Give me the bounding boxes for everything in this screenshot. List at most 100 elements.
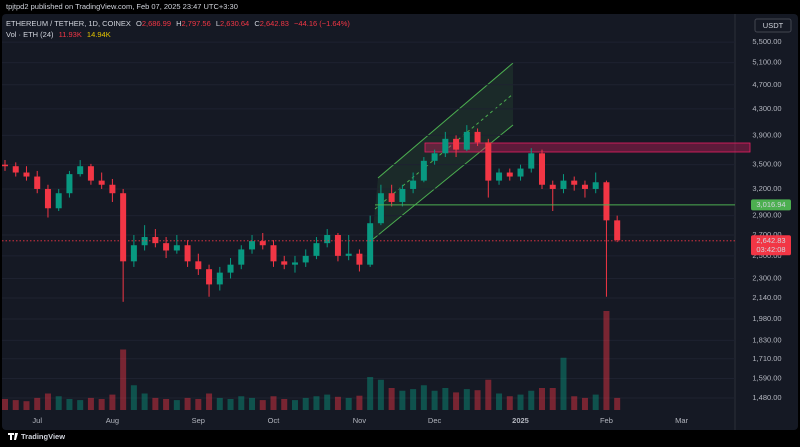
candle-body — [560, 180, 567, 189]
currency-box[interactable] — [754, 18, 792, 33]
volume-bar — [324, 394, 331, 410]
candle-body — [238, 249, 245, 265]
volume-bar — [614, 397, 621, 410]
volume-bar — [603, 311, 610, 410]
candle-body — [152, 237, 159, 244]
y-tick-label: 5,500.00 — [752, 37, 781, 46]
candle-body — [44, 188, 51, 209]
candle-body — [12, 166, 19, 173]
legend-l-label: L — [216, 19, 220, 28]
volume-bar — [453, 392, 460, 410]
volume-bar — [152, 397, 159, 410]
y-tick-label: 1,590.00 — [752, 373, 781, 382]
x-tick-label: Mar — [675, 416, 688, 425]
volume-ma: 14.94K — [87, 30, 111, 39]
volume-bar — [528, 390, 535, 410]
volume-bar — [120, 349, 127, 410]
volume-bar — [539, 388, 545, 410]
volume-bar — [77, 400, 84, 410]
candle-body — [420, 160, 427, 181]
volume-bar — [334, 396, 341, 410]
candle-body — [55, 193, 62, 209]
candle-body — [345, 253, 352, 256]
legend-change: −44.16 (−1.64%) — [294, 19, 350, 28]
y-tick-label: 3,500.00 — [752, 160, 781, 169]
volume-bar — [259, 400, 266, 410]
last-price-label: 2,642.83 — [756, 236, 785, 245]
volume-bar — [44, 393, 51, 410]
legend-h-value: 2,797.56 — [182, 19, 211, 28]
volume-bar — [2, 399, 8, 410]
candle-body — [98, 180, 105, 185]
volume-bar — [109, 394, 116, 410]
x-tick-label: Aug — [106, 416, 119, 425]
legend-h-label: H — [176, 19, 181, 28]
volume-bar — [399, 390, 406, 410]
volume-bar — [281, 399, 288, 410]
volume-bar — [302, 397, 309, 410]
volume-bar — [474, 390, 481, 410]
legend-c-value: 2,642.83 — [260, 19, 289, 28]
candle-body — [195, 261, 202, 270]
volume-bar — [549, 388, 556, 410]
volume-bar — [130, 385, 137, 410]
candle-body — [377, 193, 384, 224]
currency[interactable]: USDT — [763, 21, 784, 30]
candle-body — [453, 138, 460, 150]
volume-bar — [184, 397, 191, 410]
candle-body — [109, 184, 116, 194]
candle-body — [249, 241, 256, 250]
y-tick-label: 2,140.00 — [752, 293, 781, 302]
horizontal-line-box — [751, 199, 791, 211]
volume-bar — [163, 399, 170, 410]
volume-bar — [485, 379, 492, 410]
candle-body — [496, 172, 503, 181]
y-tick-label: 2,500.00 — [752, 251, 781, 260]
x-tick-label: Jul — [32, 416, 42, 425]
volume-bar — [34, 397, 41, 410]
legend: ETHEREUM / TETHER, 1D, COINEX O2,686.99 … — [6, 19, 350, 28]
volume-bar — [388, 388, 395, 410]
candle-body — [528, 153, 535, 169]
volume-bar — [238, 396, 245, 410]
volume-bar — [592, 394, 599, 410]
legend-l-value: 2,630.64 — [220, 19, 249, 28]
y-tick-label: 1,830.00 — [752, 335, 781, 344]
channel-upper — [377, 62, 514, 179]
candle-body — [173, 245, 180, 251]
volume-bar — [581, 397, 588, 410]
y-tick-label: 3,200.00 — [752, 184, 781, 193]
candle-body — [603, 182, 610, 221]
candle-body — [571, 180, 578, 185]
candle-body — [539, 153, 545, 185]
horizontal-line-label: 3,016.94 — [756, 200, 785, 209]
volume-bar — [345, 397, 352, 410]
volume-bar — [291, 400, 298, 410]
candle-body — [141, 237, 148, 246]
volume-bar — [66, 399, 73, 410]
volume-bar — [195, 399, 202, 410]
volume-bar — [87, 397, 94, 410]
x-tick-label: Oct — [268, 416, 281, 425]
candle-body — [163, 243, 170, 251]
candle-body — [506, 172, 513, 177]
symbol-title: ETHEREUM / TETHER, 1D, COINEX — [6, 19, 131, 28]
y-tick-label: 2,900.00 — [752, 211, 781, 220]
volume-legend: Vol · ETH (24) 11.93K 14.94K — [6, 30, 111, 39]
candle-body — [216, 272, 223, 285]
y-tick-label: 1,980.00 — [752, 314, 781, 323]
candle-body — [206, 269, 213, 285]
candle-body — [259, 241, 266, 246]
volume-bar — [173, 400, 180, 410]
candle-body — [399, 188, 406, 202]
volume-bar — [216, 397, 223, 410]
candle-body — [120, 193, 127, 262]
candle-body — [291, 262, 298, 265]
x-tick-label: 2025 — [512, 416, 529, 425]
y-tick-label: 2,700.00 — [752, 230, 781, 239]
volume-bar — [431, 390, 438, 410]
candle-body — [549, 184, 556, 189]
candle-body — [334, 235, 341, 256]
candle-body — [281, 261, 288, 265]
